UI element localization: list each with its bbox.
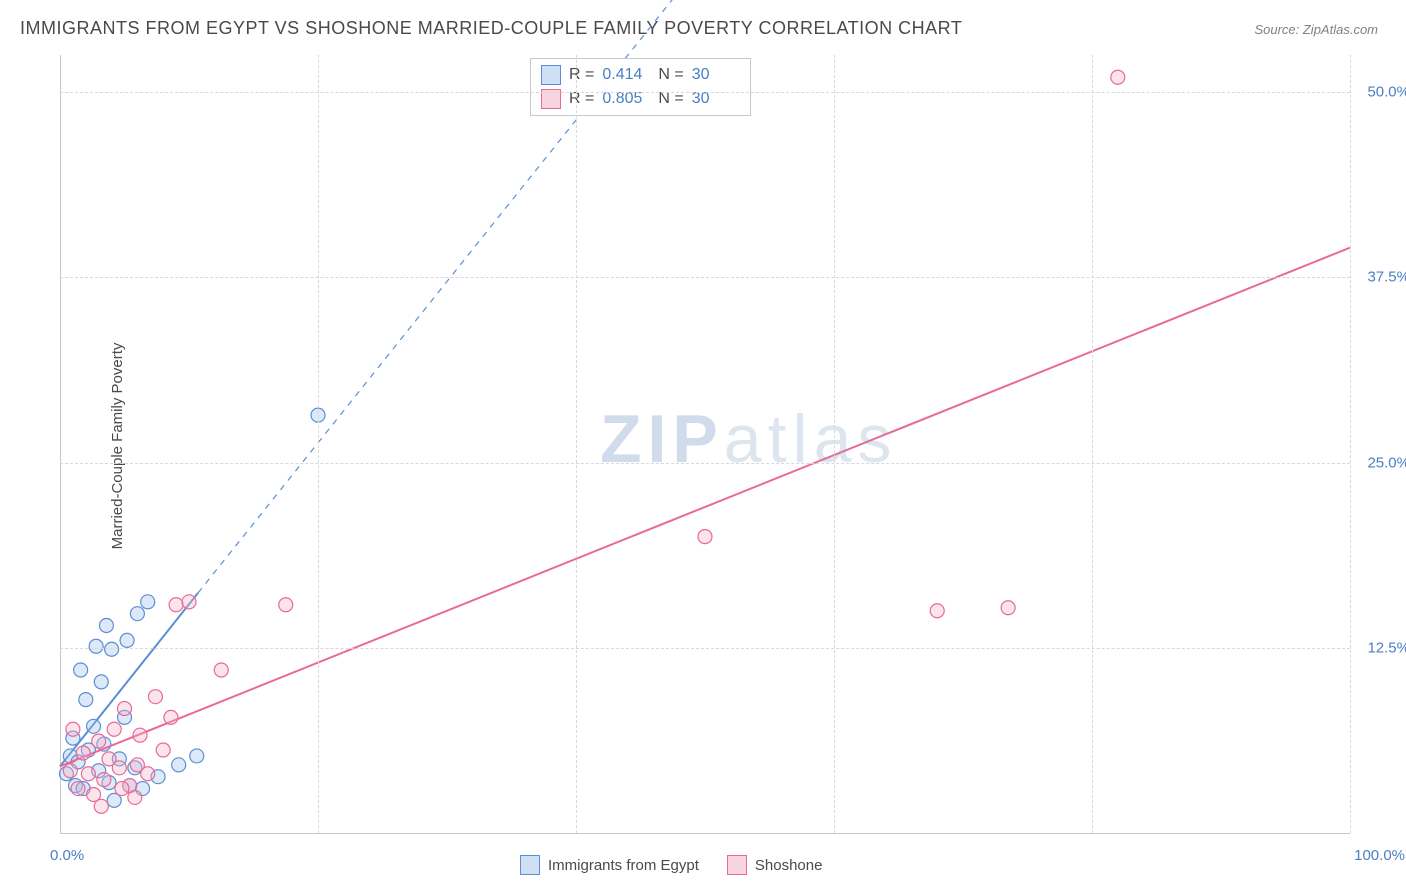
data-point-shoshone xyxy=(279,598,293,612)
legend-row-shoshone: R = 0.805 N = 30 xyxy=(541,87,740,111)
data-point-egypt xyxy=(172,758,186,772)
data-point-shoshone xyxy=(71,782,85,796)
data-point-egypt xyxy=(141,595,155,609)
gridline-v xyxy=(318,55,319,833)
data-point-egypt xyxy=(120,633,134,647)
data-point-shoshone xyxy=(107,722,121,736)
trendline-egypt xyxy=(60,593,198,766)
data-point-shoshone xyxy=(81,767,95,781)
data-point-shoshone xyxy=(133,728,147,742)
correlation-legend: R = 0.414 N = 30 R = 0.805 N = 30 xyxy=(530,58,751,116)
legend-label-shoshone: Shoshone xyxy=(755,857,823,874)
y-tick-label: 50.0% xyxy=(1355,84,1406,101)
r-value-egypt: 0.414 xyxy=(602,66,650,84)
data-point-shoshone xyxy=(164,710,178,724)
chart-title: IMMIGRANTS FROM EGYPT VS SHOSHONE MARRIE… xyxy=(20,18,962,39)
data-point-shoshone xyxy=(698,530,712,544)
series-legend: Immigrants from Egypt Shoshone xyxy=(520,855,822,875)
data-point-shoshone xyxy=(94,799,108,813)
gridline-h xyxy=(60,92,1350,93)
data-point-egypt xyxy=(79,693,93,707)
gridline-v xyxy=(1092,55,1093,833)
data-point-egypt xyxy=(105,642,119,656)
gridline-v xyxy=(834,55,835,833)
data-point-shoshone xyxy=(214,663,228,677)
data-point-egypt xyxy=(87,719,101,733)
source-attribution: Source: ZipAtlas.com xyxy=(1254,22,1378,37)
data-point-shoshone xyxy=(156,743,170,757)
n-label: N = xyxy=(658,66,683,84)
x-axis-line xyxy=(60,833,1350,834)
gridline-v xyxy=(1350,55,1351,833)
data-point-egypt xyxy=(94,675,108,689)
data-point-shoshone xyxy=(97,773,111,787)
data-point-egypt xyxy=(74,663,88,677)
x-tick-label: 100.0% xyxy=(1354,847,1405,864)
legend-item-egypt: Immigrants from Egypt xyxy=(520,855,699,875)
y-tick-label: 12.5% xyxy=(1355,639,1406,656)
data-point-shoshone xyxy=(112,761,126,775)
data-point-shoshone xyxy=(130,758,144,772)
data-point-shoshone xyxy=(118,702,132,716)
data-point-shoshone xyxy=(169,598,183,612)
gridline-h xyxy=(60,277,1350,278)
data-point-shoshone xyxy=(128,790,142,804)
legend-row-egypt: R = 0.414 N = 30 xyxy=(541,63,740,87)
gridline-h xyxy=(60,648,1350,649)
plot-area: ZIPatlas R = 0.414 N = 30 R = 0.805 N = … xyxy=(60,55,1350,833)
data-point-shoshone xyxy=(930,604,944,618)
y-tick-label: 25.0% xyxy=(1355,454,1406,471)
n-value-egypt: 30 xyxy=(692,66,740,84)
swatch-shoshone xyxy=(727,855,747,875)
x-tick-label: 0.0% xyxy=(50,847,84,864)
data-point-shoshone xyxy=(182,595,196,609)
data-point-shoshone xyxy=(92,734,106,748)
data-point-shoshone xyxy=(1111,70,1125,84)
chart-svg xyxy=(60,55,1350,833)
legend-label-egypt: Immigrants from Egypt xyxy=(548,857,699,874)
r-label: R = xyxy=(569,66,594,84)
data-point-egypt xyxy=(130,607,144,621)
swatch-egypt xyxy=(541,65,561,85)
gridline-h xyxy=(60,463,1350,464)
data-point-shoshone xyxy=(63,764,77,778)
data-point-shoshone xyxy=(76,746,90,760)
gridline-v xyxy=(576,55,577,833)
data-point-shoshone xyxy=(1001,601,1015,615)
data-point-egypt xyxy=(89,639,103,653)
data-point-shoshone xyxy=(66,722,80,736)
swatch-egypt xyxy=(520,855,540,875)
data-point-shoshone xyxy=(148,690,162,704)
data-point-shoshone xyxy=(115,782,129,796)
trendline-shoshone xyxy=(60,248,1350,767)
y-tick-label: 37.5% xyxy=(1355,269,1406,286)
data-point-egypt xyxy=(99,619,113,633)
legend-item-shoshone: Shoshone xyxy=(727,855,823,875)
data-point-egypt xyxy=(190,749,204,763)
